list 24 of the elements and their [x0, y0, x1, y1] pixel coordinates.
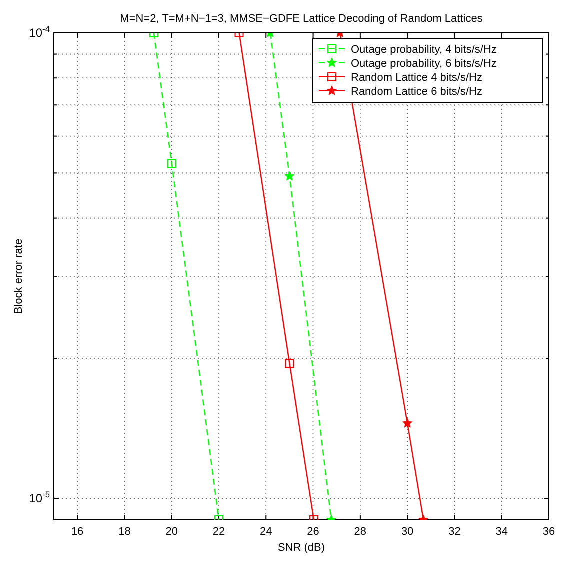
x-tick-label: 24: [260, 526, 272, 538]
y-tick-label: 10$^{-5}$: [29, 490, 50, 506]
x-tick-label: 18: [118, 526, 131, 538]
x-tick-label: 20: [166, 526, 178, 538]
x-tick-label: 36: [542, 526, 556, 538]
x-tick-label: 32: [448, 526, 461, 538]
x-tick-label: 22: [212, 526, 226, 538]
point: [285, 359, 294, 368]
legend-label: Outage probability, 6 bits/s/Hz: [351, 58, 497, 70]
x-tick-label: 28: [354, 526, 367, 538]
legend-label: Outage probability, 4 bits/s/Hz: [351, 44, 497, 56]
x-tick-label: 26: [307, 526, 320, 538]
chart-title: M=N=2, T=M+N−1=3, MMSE−GDFE Lattice Decoding of Random Lattices: [120, 13, 484, 25]
x-axis-title: SNR (dB): [278, 542, 326, 554]
x-tick-label: 34: [496, 526, 508, 538]
point: [167, 159, 176, 168]
legend-label: Random Lattice 6 bits/s/Hz: [351, 86, 482, 98]
point: [402, 418, 413, 428]
y-tick-label: 10$^{-4}$: [29, 24, 50, 40]
legend-label: Random Lattice 4 bits/s/Hz: [351, 72, 482, 84]
point: [284, 171, 295, 181]
x-tick-label: 30: [401, 526, 414, 538]
y-axis-title: Block error rate: [13, 238, 25, 314]
x-tick-label: 16: [71, 526, 84, 538]
